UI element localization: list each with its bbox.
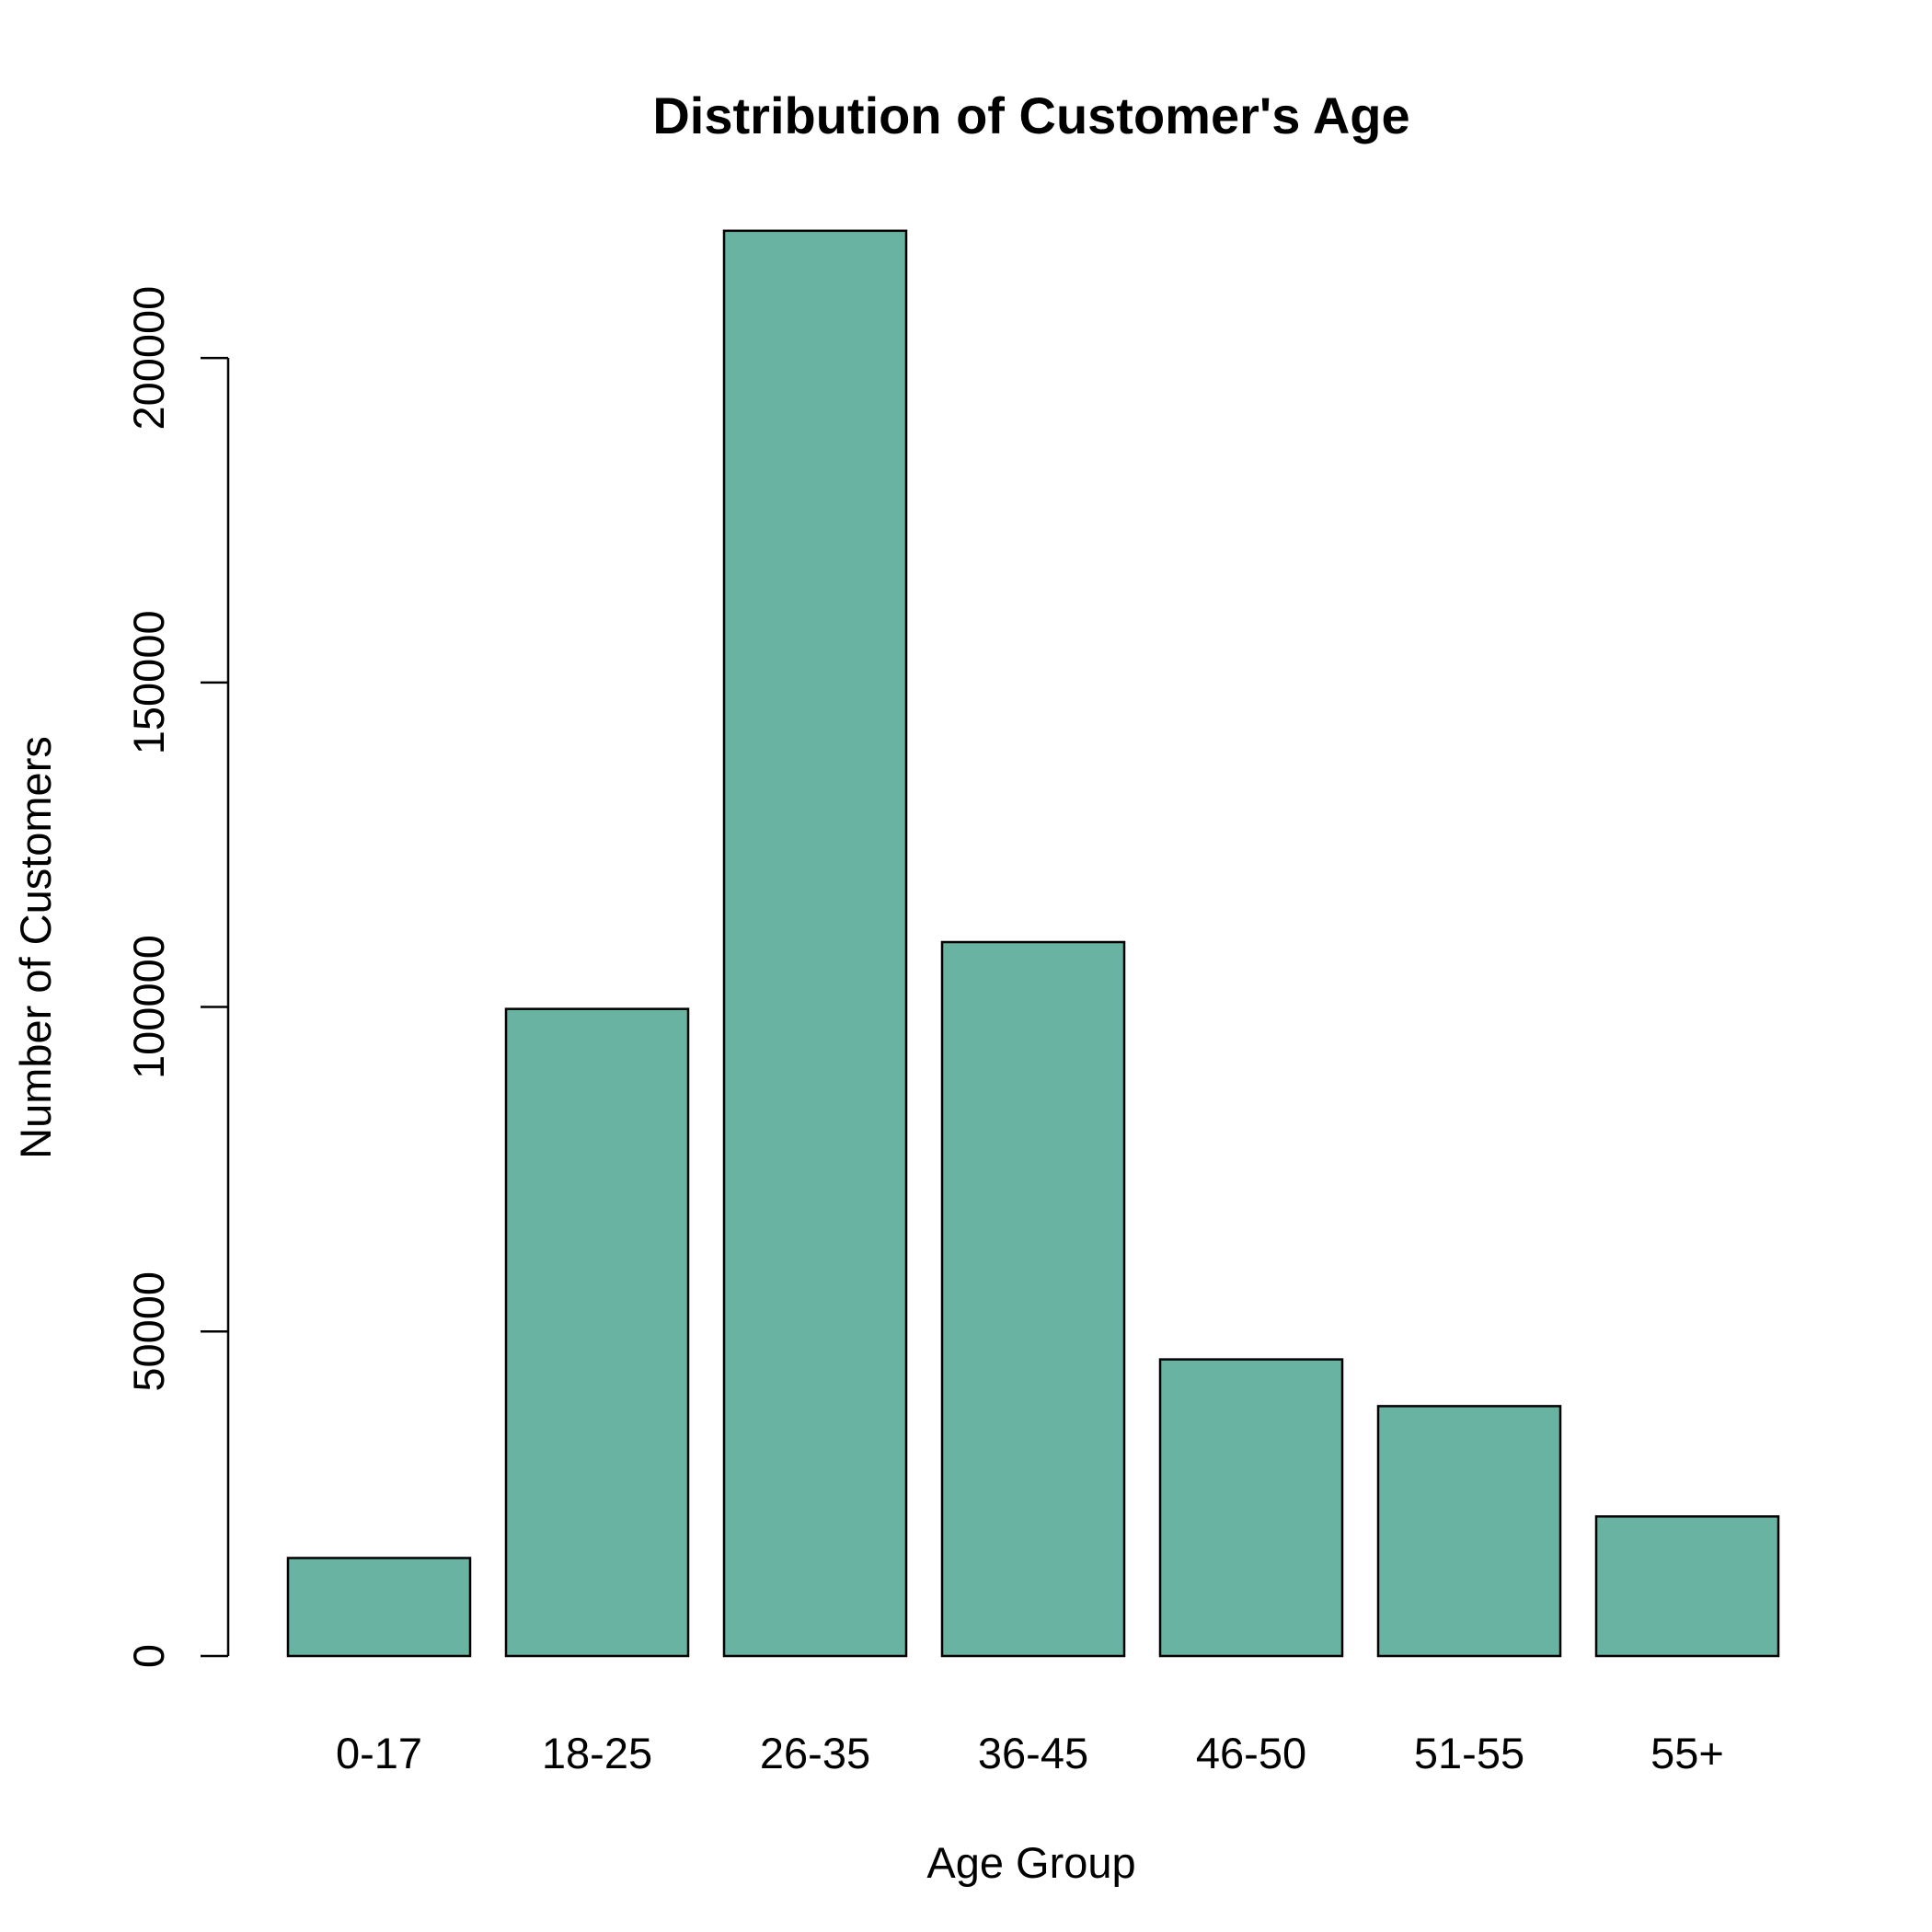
x-tick-label: 55+ <box>1650 1729 1724 1777</box>
bar-26-35 <box>722 229 908 1658</box>
x-tick-label: 0-17 <box>336 1729 422 1777</box>
bar-36-45 <box>940 940 1126 1658</box>
bar-0-17 <box>286 1557 472 1658</box>
x-tick-label: 36-45 <box>978 1729 1088 1777</box>
y-tick-label: 0 <box>124 1644 173 1668</box>
y-tick-label: 200000 <box>124 286 173 431</box>
bars-group <box>286 229 1780 1658</box>
bar-51-55 <box>1376 1405 1562 1658</box>
x-tick-label: 51-55 <box>1414 1729 1524 1777</box>
x-tick-labels-group: 0-17 18-25 26-35 36-45 46-50 51-55 55+ <box>336 1729 1724 1777</box>
y-axis-label: Number of Customers <box>11 736 60 1159</box>
bar-55+ <box>1594 1515 1780 1658</box>
x-tick-label: 26-35 <box>760 1729 870 1777</box>
y-axis: 0 50000 100000 150000 200000 <box>124 286 230 1668</box>
y-tick-label: 50000 <box>124 1271 173 1392</box>
x-tick-label: 46-50 <box>1196 1729 1306 1777</box>
y-tick-label: 150000 <box>124 610 173 754</box>
y-tick-label: 100000 <box>124 935 173 1079</box>
x-axis-label: Age Group <box>926 1838 1135 1887</box>
bar-18-25 <box>504 1007 690 1658</box>
chart-title: Distribution of Customer's Age <box>652 86 1409 144</box>
bar-46-50 <box>1158 1358 1344 1658</box>
x-tick-label: 18-25 <box>542 1729 652 1777</box>
